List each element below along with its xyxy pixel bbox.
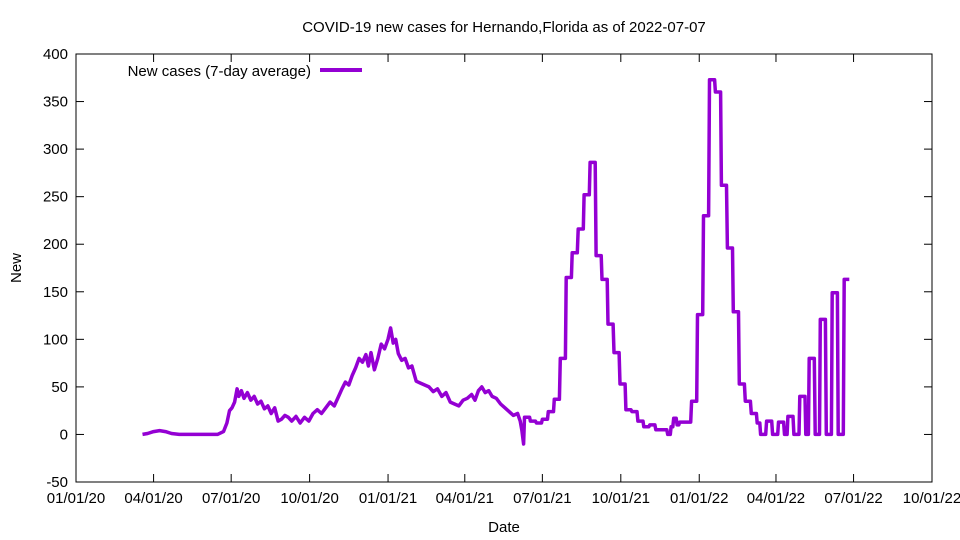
x-tick-label: 04/01/21 bbox=[436, 490, 494, 507]
y-tick-label: 0 bbox=[60, 426, 68, 443]
x-tick-label: 01/01/22 bbox=[670, 490, 728, 507]
y-tick-label: 250 bbox=[43, 189, 68, 206]
y-tick-label: 200 bbox=[43, 236, 68, 253]
x-tick-label: 01/01/20 bbox=[47, 490, 105, 507]
y-axis: -50 0 50 100 150 200 250 300 350 400 bbox=[43, 46, 932, 491]
series-line-new-cases bbox=[142, 77, 850, 446]
x-tick-label: 07/01/20 bbox=[202, 490, 260, 507]
x-tick-label: 07/01/22 bbox=[824, 490, 882, 507]
y-tick-label: 400 bbox=[43, 46, 68, 63]
y-tick-label: 100 bbox=[43, 331, 68, 348]
y-tick-label: 50 bbox=[51, 379, 68, 396]
y-tick-label: 300 bbox=[43, 141, 68, 158]
series-layer bbox=[142, 77, 850, 446]
x-axis: 01/01/20 04/01/20 07/01/20 10/01/20 01/01/21… bbox=[47, 54, 960, 507]
legend: New cases (7-day average) bbox=[128, 63, 362, 80]
x-tick-label: 04/01/22 bbox=[747, 490, 805, 507]
y-tick-label: 150 bbox=[43, 284, 68, 301]
x-tick-label: 04/01/20 bbox=[124, 490, 182, 507]
x-tick-label: 07/01/21 bbox=[513, 490, 571, 507]
plot-frame bbox=[75, 53, 933, 483]
x-tick-label: 01/01/21 bbox=[359, 490, 417, 507]
y-tick-label: -50 bbox=[46, 474, 68, 491]
plot-border bbox=[75, 53, 933, 483]
y-tick-label: 350 bbox=[43, 94, 68, 111]
chart-title: COVID-19 new cases for Hernando,Florida … bbox=[302, 19, 706, 36]
legend-label: New cases (7-day average) bbox=[128, 63, 311, 80]
x-tick-label: 10/01/20 bbox=[280, 490, 338, 507]
y-axis-label: New bbox=[8, 253, 25, 283]
x-axis-label: Date bbox=[488, 519, 520, 536]
x-tick-label: 10/01/21 bbox=[592, 490, 650, 507]
x-tick-label: 10/01/22 bbox=[903, 490, 960, 507]
